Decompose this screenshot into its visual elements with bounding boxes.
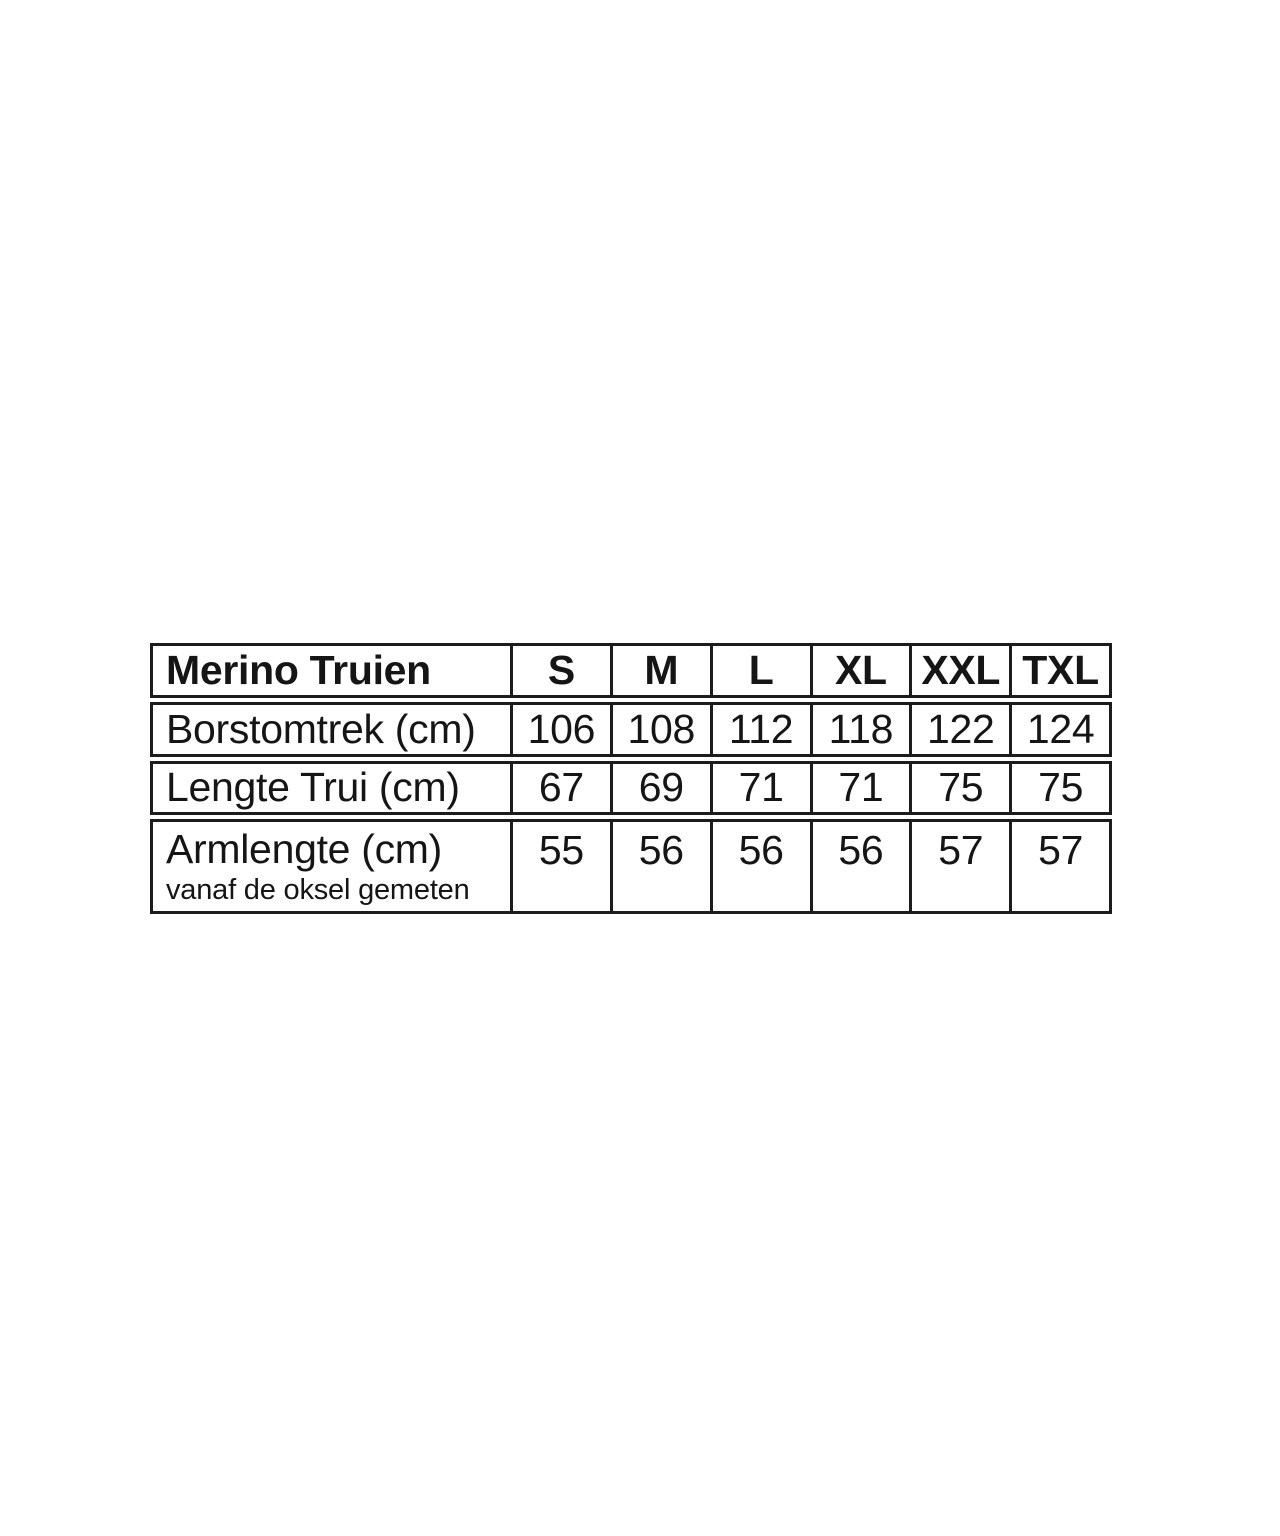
table-cell: 57 xyxy=(1009,822,1109,911)
table-cell: 124 xyxy=(1009,705,1109,754)
column-header-s: S xyxy=(510,646,610,695)
table-cell: 55 xyxy=(510,822,610,911)
table-row-borstomtrek: Borstomtrek (cm) 106 108 112 118 122 124 xyxy=(150,702,1112,757)
table-cell: 57 xyxy=(909,822,1009,911)
column-header-xxl: XXL xyxy=(909,646,1009,695)
row-label-group-armlengte: Armlengte (cm) vanaf de oksel gemeten xyxy=(153,822,510,911)
row-sublabel-armlengte: vanaf de oksel gemeten xyxy=(166,874,470,907)
column-header-xl: XL xyxy=(809,646,910,695)
table-cell: 122 xyxy=(909,705,1009,754)
table-row-lengte-trui: Lengte Trui (cm) 67 69 71 71 75 75 xyxy=(150,761,1112,815)
table-cell: 56 xyxy=(609,822,710,911)
row-label-borstomtrek: Borstomtrek (cm) xyxy=(166,705,476,752)
size-chart-table: Merino Truien S M L XL XXL TXL Borstomtr… xyxy=(150,643,1112,914)
table-cell: 106 xyxy=(510,705,610,754)
row-label-lengte-trui: Lengte Trui (cm) xyxy=(166,764,460,811)
table-cell: 75 xyxy=(1009,764,1109,812)
column-header-m: M xyxy=(609,646,710,695)
table-cell: 56 xyxy=(709,822,810,911)
table-cell: 56 xyxy=(809,822,910,911)
column-header-l: L xyxy=(709,646,810,695)
table-cell: 71 xyxy=(709,764,810,812)
table-cell: 118 xyxy=(809,705,910,754)
table-cell: 71 xyxy=(809,764,910,812)
table-cell: 75 xyxy=(909,764,1009,812)
table-row-armlengte: Armlengte (cm) vanaf de oksel gemeten 55… xyxy=(150,819,1112,914)
row-label-armlengte: Armlengte (cm) xyxy=(166,826,443,872)
table-cell: 69 xyxy=(609,764,710,812)
column-header-txl: TXL xyxy=(1009,646,1109,695)
table-title: Merino Truien xyxy=(166,646,431,693)
table-cell: 112 xyxy=(709,705,810,754)
table-cell: 67 xyxy=(510,764,610,812)
table-header-row: Merino Truien S M L XL XXL TXL xyxy=(150,643,1112,698)
table-cell: 108 xyxy=(609,705,710,754)
